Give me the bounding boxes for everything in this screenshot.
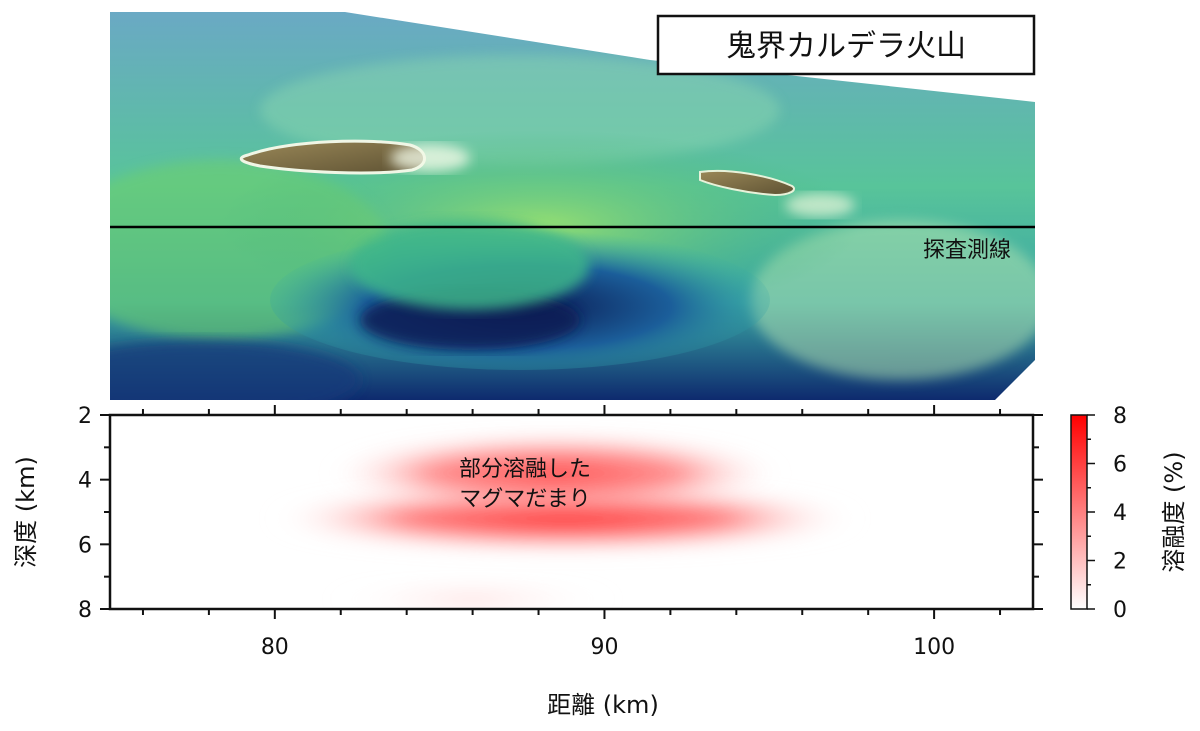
- colorbar-tick-label: 2: [1113, 550, 1127, 575]
- melt-anomaly-faint: [324, 583, 621, 609]
- anomaly-label-line1: 部分溶融した: [459, 457, 591, 482]
- bathymetry-map: 探査測線 鬼界カルデラ火山: [110, 12, 1036, 400]
- x-tick-label: 80: [261, 635, 289, 660]
- colorbar-tick-label: 4: [1113, 501, 1127, 526]
- y-axis-ticks: 2 4 6 8: [78, 404, 1043, 623]
- colorbar-scale: [1070, 414, 1088, 610]
- map-title-box: [656, 14, 1036, 76]
- y-axis-title: 深度 (km): [12, 456, 40, 568]
- colorbar-tick-label: 6: [1113, 453, 1127, 478]
- x-axis-title: 距離 (km): [547, 691, 659, 719]
- y-tick-label: 8: [78, 598, 92, 623]
- caldera-deep: [360, 290, 580, 350]
- y-tick-label: 4: [78, 469, 92, 494]
- colorbar-ticks: 0 2 4 6 8: [1087, 404, 1127, 623]
- survey-line-label: 探査測線: [923, 238, 1011, 263]
- colorbar-tick-label: 0: [1113, 598, 1127, 623]
- x-axis-ticks: 80 90 100: [141, 405, 1002, 660]
- colorbar-title: 溶融度 (%): [1160, 451, 1188, 572]
- anomaly-label-line2: マグマだまり: [459, 487, 591, 512]
- crest-highlight-2: [785, 193, 855, 217]
- deep-channel-southwest: [110, 340, 360, 400]
- y-tick-label: 6: [78, 533, 92, 558]
- y-tick-label: 2: [78, 404, 92, 429]
- cross-section-plot: 80 90 100 2 4 6 8 部分溶融した マグマだまり 距離 (km) 深度 (k…: [12, 404, 1043, 719]
- melt-heatmap: [267, 434, 863, 609]
- x-tick-label: 90: [590, 635, 618, 660]
- central-dome: [350, 220, 590, 310]
- island-takeshima: [699, 169, 795, 197]
- crest-highlight-1: [390, 144, 470, 172]
- colorbar-tick-label: 8: [1113, 404, 1127, 429]
- colorbar: 0 2 4 6 8 溶融度 (%): [1070, 404, 1188, 623]
- melt-anomaly-upper: [324, 434, 786, 512]
- x-tick-label: 100: [913, 635, 955, 660]
- map-title: 鬼界カルデラ火山: [726, 29, 966, 64]
